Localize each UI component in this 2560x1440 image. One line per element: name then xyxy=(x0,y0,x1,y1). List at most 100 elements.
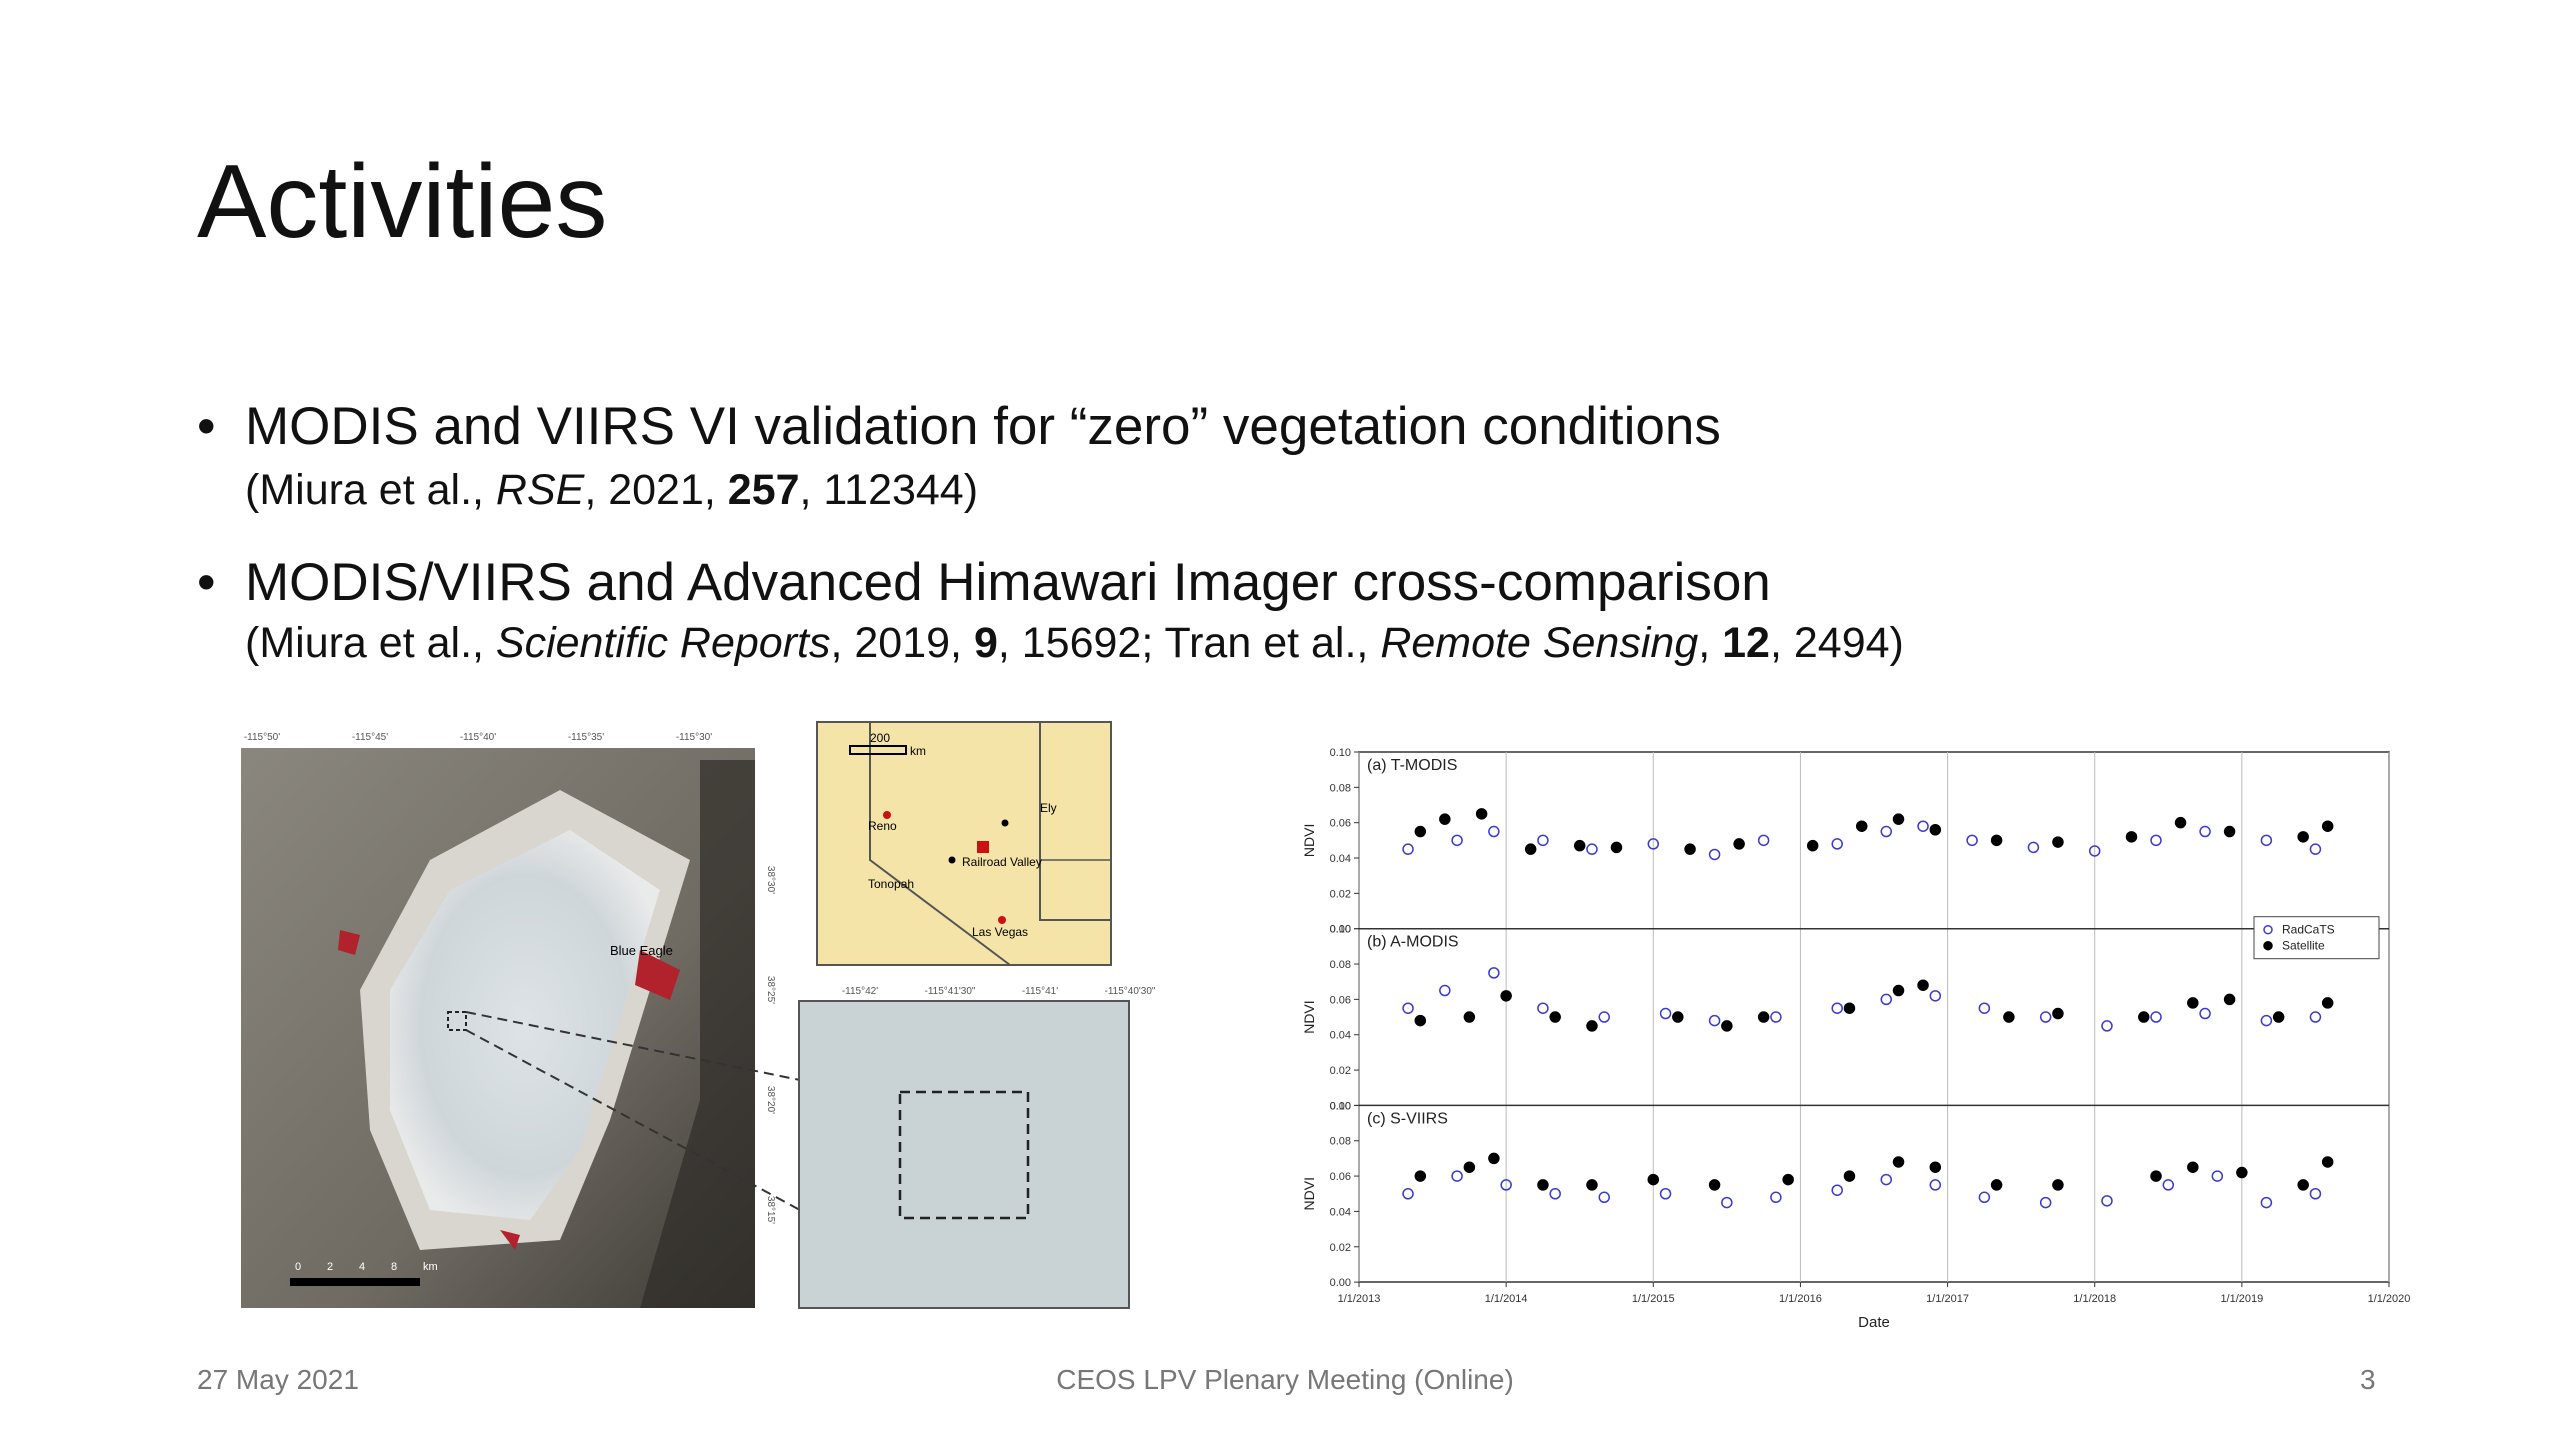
data-point xyxy=(1917,820,1929,832)
data-point xyxy=(1929,990,1942,1002)
data-point xyxy=(1414,1014,1427,1027)
satellite-map xyxy=(241,748,801,1308)
x-tick-label: 1/1/2013 xyxy=(1338,1293,1381,1305)
data-point xyxy=(2003,1011,2015,1023)
panel-title: (a) T-MODIS xyxy=(1367,757,1457,774)
data-point xyxy=(1647,1173,1660,1186)
y-tick-label: 0.08 xyxy=(1330,782,1351,794)
y-tick-label: 0.02 xyxy=(1330,888,1351,900)
data-point xyxy=(1855,820,1868,832)
data-point xyxy=(1488,967,1500,979)
citation-part: , 2494) xyxy=(1769,619,1904,667)
data-point xyxy=(1463,1011,1476,1023)
bullet: MODIS/VIIRS and Advanced Himawari Imager… xyxy=(197,552,1771,613)
citation-part: , 15692; Tran et al., xyxy=(997,619,1381,667)
data-point xyxy=(2125,831,2138,843)
data-point xyxy=(2260,834,2273,847)
legend-label: Satellite xyxy=(2282,939,2325,953)
coord-label: 38°25' xyxy=(765,976,776,1004)
data-point xyxy=(1586,1020,1598,1032)
citation-part: (Miura et al., xyxy=(245,466,496,514)
scale-label: 4 xyxy=(359,1261,365,1273)
place-label: Railroad Valley xyxy=(962,855,1042,869)
citation: (Miura et al., Scientific Reports, 2019,… xyxy=(245,619,1904,668)
y-tick-label: 0.06 xyxy=(1330,818,1351,830)
citation-part: , 2019, xyxy=(830,619,974,667)
scale-label: 0 xyxy=(295,1261,301,1273)
data-point xyxy=(1892,984,1905,997)
x-tick-label: 1/1/2020 xyxy=(2368,1293,2411,1305)
place-label: Reno xyxy=(868,819,897,833)
data-point xyxy=(1978,1191,1991,1204)
data-point xyxy=(2174,816,2187,829)
data-point xyxy=(1929,1161,1942,1173)
data-point xyxy=(2039,1196,2052,1209)
footer-date: 27 May 2021 xyxy=(197,1364,359,1395)
data-point xyxy=(1586,1179,1598,1191)
citation-part: Scientific Reports xyxy=(495,619,831,667)
data-point xyxy=(2027,841,2040,854)
y-axis-label: NDVI xyxy=(1301,824,1317,857)
data-point xyxy=(1929,1179,1942,1191)
scale-label: 2 xyxy=(327,1261,333,1273)
data-point xyxy=(1475,808,1488,820)
data-point xyxy=(1770,1011,1782,1023)
data-point xyxy=(2223,993,2236,1006)
data-point xyxy=(1439,813,1451,825)
data-point xyxy=(1917,979,1929,991)
scale-label: 8 xyxy=(391,1261,397,1273)
zoom-map xyxy=(798,1000,1130,1309)
data-point xyxy=(2309,1188,2322,1200)
x-tick-label: 1/1/2014 xyxy=(1485,1293,1528,1305)
data-point xyxy=(1708,1014,1721,1027)
data-point xyxy=(2101,1195,2113,1207)
slide-title: Activities xyxy=(197,144,608,260)
legend-label: RadCaTS xyxy=(2282,923,2335,937)
y-axis-label: NDVI xyxy=(1301,1177,1317,1210)
data-point xyxy=(2138,1011,2150,1023)
data-point xyxy=(1843,1002,1856,1014)
data-point xyxy=(2309,1011,2322,1023)
data-point xyxy=(2321,997,2334,1009)
data-point xyxy=(1721,1196,1733,1209)
y-tick-label: 0.04 xyxy=(1330,853,1351,865)
data-point xyxy=(1831,838,1843,850)
data-point xyxy=(2223,825,2236,838)
data-point xyxy=(2187,997,2199,1009)
data-point xyxy=(1757,834,1770,847)
citation-part: , 112344) xyxy=(799,466,979,514)
panel-title: (c) S-VIIRS xyxy=(1367,1110,1448,1127)
coord-label: -115°41'30" xyxy=(925,986,976,997)
data-point xyxy=(1721,1020,1733,1032)
data-point xyxy=(2297,1179,2309,1191)
coord-label: -115°40'30" xyxy=(1105,986,1156,997)
data-point xyxy=(2272,1011,2285,1023)
data-point xyxy=(2321,1156,2334,1168)
data-point xyxy=(2052,836,2064,848)
legend-marker xyxy=(2263,924,2273,935)
data-point xyxy=(2150,1011,2162,1023)
data-point xyxy=(1672,1011,1684,1023)
data-point xyxy=(1659,1007,1672,1020)
y-tick-label: 0.08 xyxy=(1330,1136,1351,1148)
data-point xyxy=(1537,1179,1549,1191)
data-point xyxy=(1684,843,1696,855)
panel-title: (b) A-MODIS xyxy=(1367,934,1459,951)
coord-label: -115°40' xyxy=(460,732,496,743)
bullet-text: MODIS/VIIRS and Advanced Himawari Imager… xyxy=(245,553,1771,612)
data-point xyxy=(1598,1011,1610,1023)
data-point xyxy=(1990,1179,2003,1191)
data-point xyxy=(2236,1166,2248,1179)
data-point xyxy=(1414,1170,1427,1182)
data-point xyxy=(2150,1170,2162,1182)
data-point xyxy=(1549,1188,1561,1200)
y-tick-label: 0.10 xyxy=(1330,1100,1351,1112)
data-point xyxy=(1733,838,1745,850)
data-point xyxy=(1659,1188,1672,1200)
y-tick-label: 0.02 xyxy=(1330,1065,1351,1077)
y-tick-label: 0.06 xyxy=(1330,1171,1351,1183)
place-label: Ely xyxy=(1040,801,1057,815)
data-point xyxy=(1880,1173,1893,1186)
data-point xyxy=(2150,834,2162,847)
